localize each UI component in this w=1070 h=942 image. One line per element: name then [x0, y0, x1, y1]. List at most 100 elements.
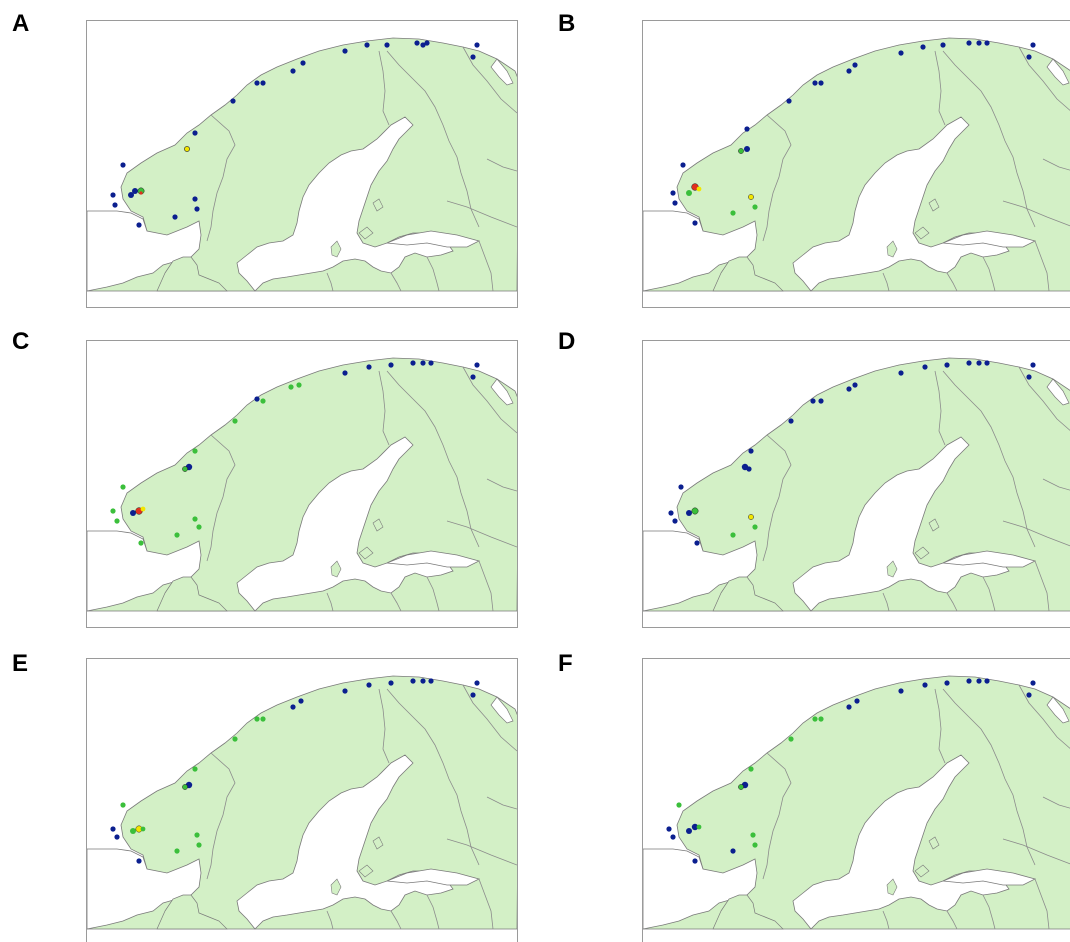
site-marker	[110, 508, 116, 514]
site-marker	[260, 716, 266, 722]
site-marker	[470, 374, 476, 380]
site-marker	[260, 80, 266, 86]
map-a	[86, 20, 518, 308]
site-marker	[140, 826, 146, 832]
site-marker	[172, 214, 178, 220]
site-marker	[730, 532, 736, 538]
site-marker	[174, 532, 180, 538]
site-marker	[366, 682, 372, 688]
panel-label-e: E	[12, 650, 29, 677]
site-marker	[130, 828, 136, 834]
site-marker	[668, 510, 674, 516]
site-marker	[110, 192, 116, 198]
site-marker	[666, 826, 672, 832]
site-marker	[730, 210, 736, 216]
site-marker	[966, 40, 972, 46]
site-marker	[140, 506, 146, 512]
site-marker	[290, 68, 296, 74]
map-c	[86, 340, 518, 628]
site-marker	[192, 130, 198, 136]
site-marker	[752, 204, 758, 210]
site-marker	[342, 48, 348, 54]
site-marker	[232, 736, 238, 742]
site-marker	[812, 80, 818, 86]
panel-label-f: F	[558, 650, 573, 677]
site-marker	[1026, 54, 1032, 60]
site-marker	[680, 162, 686, 168]
site-marker	[746, 466, 752, 472]
site-marker	[470, 54, 476, 60]
site-marker	[192, 448, 198, 454]
map-b	[642, 20, 1070, 308]
site-marker	[414, 40, 420, 46]
site-marker	[944, 680, 950, 686]
site-marker	[474, 362, 480, 368]
site-marker	[984, 360, 990, 366]
site-marker	[474, 42, 480, 48]
site-marker	[752, 842, 758, 848]
site-marker	[130, 510, 136, 516]
site-marker	[818, 716, 824, 722]
site-marker	[474, 680, 480, 686]
site-marker	[139, 191, 143, 195]
site-marker	[750, 832, 756, 838]
site-marker	[288, 384, 294, 390]
site-marker	[672, 200, 678, 206]
site-marker	[920, 44, 926, 50]
site-marker	[678, 484, 684, 490]
site-marker	[420, 678, 426, 684]
site-marker	[410, 360, 416, 366]
site-marker	[194, 206, 200, 212]
site-marker	[1026, 692, 1032, 698]
markers-f	[666, 678, 1036, 864]
site-marker	[670, 190, 676, 196]
site-marker	[940, 42, 946, 48]
site-marker	[298, 698, 304, 704]
site-marker	[230, 98, 236, 104]
site-marker	[128, 192, 134, 198]
site-marker	[812, 716, 818, 722]
site-marker	[752, 524, 758, 530]
site-marker	[852, 62, 858, 68]
site-marker	[976, 678, 982, 684]
markers-e	[110, 678, 480, 864]
site-marker	[738, 784, 744, 790]
site-marker	[260, 398, 266, 404]
site-marker	[196, 842, 202, 848]
site-marker	[686, 510, 692, 516]
site-marker	[672, 518, 678, 524]
site-marker	[898, 370, 904, 376]
site-marker	[194, 832, 200, 838]
site-marker	[1030, 362, 1036, 368]
site-marker	[192, 766, 198, 772]
markers-a	[110, 40, 480, 228]
site-marker	[738, 148, 744, 154]
site-marker	[192, 196, 198, 202]
site-marker	[184, 146, 190, 152]
site-marker	[966, 678, 972, 684]
map-e	[86, 658, 518, 942]
site-marker	[182, 466, 188, 472]
site-marker	[1030, 680, 1036, 686]
site-marker	[984, 40, 990, 46]
map-f	[642, 658, 1070, 942]
site-marker	[810, 398, 816, 404]
site-marker	[120, 802, 126, 808]
site-marker	[696, 824, 702, 830]
site-marker	[976, 40, 982, 46]
site-marker	[694, 540, 700, 546]
map-d	[642, 340, 1070, 628]
site-marker	[254, 716, 260, 722]
site-marker	[136, 222, 142, 228]
site-marker	[744, 146, 750, 152]
site-marker	[748, 448, 754, 454]
site-marker	[120, 162, 126, 168]
site-marker	[786, 98, 792, 104]
site-marker	[686, 190, 692, 196]
site-marker	[692, 220, 698, 226]
site-marker	[696, 186, 702, 192]
site-marker	[944, 362, 950, 368]
site-marker	[898, 50, 904, 56]
site-marker	[730, 848, 736, 854]
site-marker	[112, 202, 118, 208]
